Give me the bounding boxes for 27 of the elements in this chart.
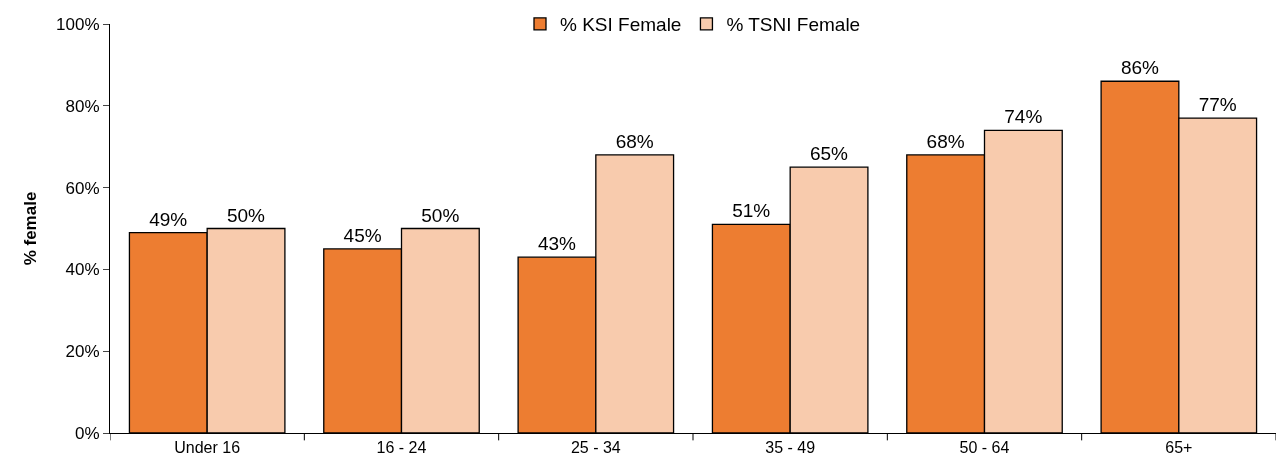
data-label: 74%	[1004, 106, 1043, 128]
data-label: 50%	[421, 204, 460, 226]
y-tick-label: 0%	[75, 423, 100, 443]
y-tick-label: 40%	[65, 260, 100, 280]
x-tick-label: 25 - 34	[570, 439, 621, 457]
data-label: 51%	[732, 200, 771, 222]
x-tick-label: 50 - 64	[959, 439, 1010, 457]
data-label: 68%	[615, 130, 654, 152]
data-label: 65%	[809, 143, 849, 165]
y-tick-label: 80%	[65, 96, 100, 116]
data-label: 50%	[226, 204, 266, 226]
y-tick-label: 20%	[65, 342, 100, 362]
legend-label: % TSNI Female	[726, 14, 861, 36]
data-label: 77%	[1198, 94, 1237, 116]
y-axis-title: % female	[20, 191, 40, 266]
data-label: 49%	[149, 208, 188, 230]
x-tick-label: 35 - 49	[765, 439, 816, 457]
y-tick-label: 100%	[56, 14, 100, 34]
data-label: 68%	[926, 130, 965, 152]
data-label: 43%	[537, 233, 577, 255]
x-tick-label: 65+	[1165, 439, 1193, 457]
data-label: 45%	[343, 224, 382, 246]
data-label: 86%	[1120, 57, 1160, 79]
legend-label: % KSI Female	[560, 14, 682, 36]
x-tick-label: 16 - 24	[376, 439, 427, 457]
x-tick-label: Under 16	[174, 439, 241, 457]
y-tick-label: 60%	[65, 178, 100, 198]
